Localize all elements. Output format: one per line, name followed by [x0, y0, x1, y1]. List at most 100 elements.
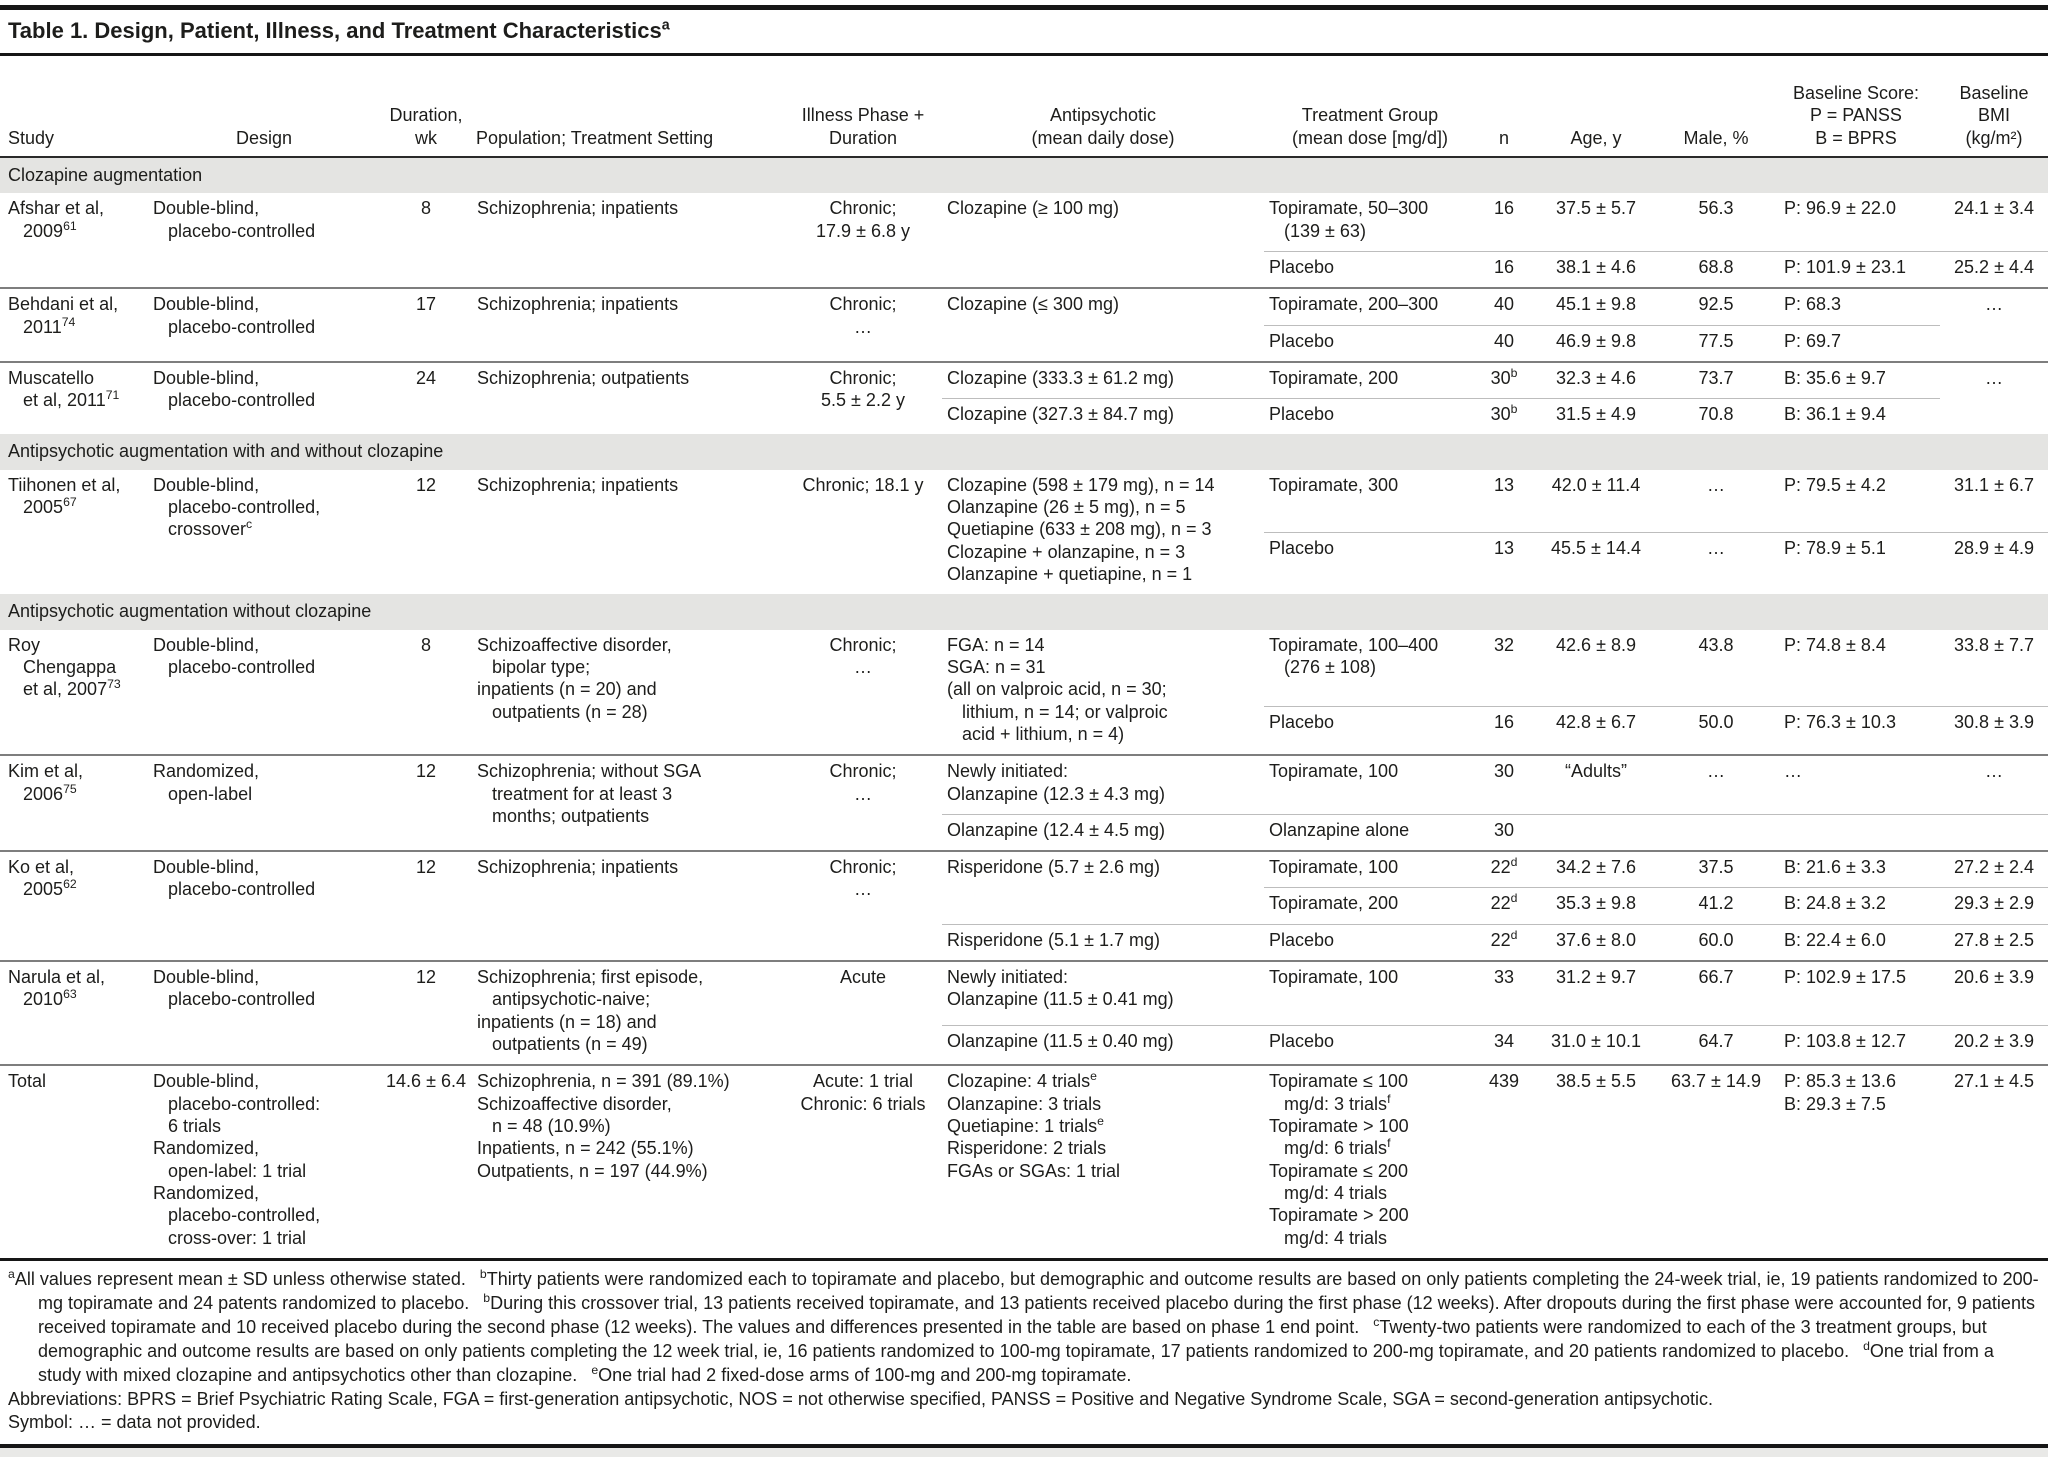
table-title-text: Table 1. Design, Patient, Illness, and T… [8, 18, 662, 43]
abbreviations-note: Abbreviations: BPRS = Brief Psychiatric … [8, 1388, 1714, 1409]
study-arm-row: Placebo 13 45.5 ± 14.4… P: 78.9 ± 5.1 28.9 ±… [0, 531, 2048, 595]
cell-treatment-group: Placebo [1264, 923, 1476, 962]
cell-treatment-group: Topiramate, 100–400 (276 ± 108) [1269, 634, 1439, 677]
cell-duration: 12 [380, 850, 472, 962]
cell-age: 37.5 ± 5.7 [1556, 198, 1636, 219]
cell-study: Narula et al, 201063 [0, 960, 148, 1066]
cell-population: Schizophrenia; inpatients [477, 198, 679, 219]
cell-antipsychotic: Clozapine (≤ 300 mg) [942, 287, 1264, 362]
cell-n: 40 [1476, 287, 1532, 325]
cell-antipsychotic: Olanzapine (12.4 ± 4.5 mg) [942, 813, 1264, 852]
cell-bmi: 25.2 ± 4.4 [1940, 250, 2048, 289]
cell-male: … [1660, 531, 1772, 595]
cell-male: … [1660, 754, 1772, 815]
cell-age: 34.2 ± 7.6 [1532, 850, 1660, 888]
cell-male: 50.0 [1660, 706, 1772, 756]
study-row: Roy Chengappa et al, 200773 Double-blind,… [0, 630, 2048, 744]
cell-treatment-group: Topiramate, 50–300 (139 ± 63) [1269, 198, 1429, 241]
cell-n: 22d [1476, 923, 1532, 962]
section-header: Antipsychotic augmentation without cloza… [0, 594, 2048, 630]
cell-antipsychotic: Newly initiated: Olanzapine (11.5 ± 0.41… [942, 960, 1264, 1026]
section-header-row: Antipsychotic augmentation with and with… [0, 434, 2048, 470]
cell-male: 56.3 [1698, 198, 1734, 219]
footnote-d: dOne trial from a study with mixed cloza… [38, 1338, 1994, 1385]
cell-antipsychotic: Clozapine (327.3 ± 84.7 mg) [942, 398, 1264, 435]
col-header-bmi: Baseline BMI (kg/m²) [1940, 56, 2048, 158]
section-header-row: Clozapine augmentation [0, 156, 2048, 194]
cell-illness: Chronic; … [784, 287, 942, 362]
cell-baseline-score [1772, 813, 1940, 852]
cell-bmi: 29.3 ± 2.9 [1940, 887, 2048, 925]
cell-baseline-score: P: 85.3 ± 13.6 B: 29.3 ± 7.5 [1772, 1064, 1940, 1260]
section-header: Antipsychotic augmentation with and with… [0, 434, 2048, 470]
cell-illness: Chronic; … [829, 634, 897, 677]
footnotes: aAll values represent mean ± SD unless o… [0, 1261, 2048, 1449]
col-header-duration: Duration, wk [380, 56, 472, 158]
cell-treatment-group: Placebo [1264, 1024, 1476, 1066]
cell-design: Double-blind, placebo-controlled [148, 287, 380, 362]
study-arm-row: Clozapine (327.3 ± 84.7 mg) Placebo 30b 31.… [0, 398, 2048, 435]
cell-age: 45.5 ± 14.4 [1532, 531, 1660, 595]
cell-n: 13 [1476, 531, 1532, 595]
col-header-n: n [1476, 56, 1532, 158]
cell-bmi: 28.9 ± 4.9 [1940, 531, 2048, 595]
cell-age: 45.1 ± 9.8 [1532, 287, 1660, 325]
cell-illness: Chronic; … [784, 850, 942, 962]
cell-duration: 8 [420, 634, 431, 655]
cell-treatment-group: Placebo [1264, 531, 1476, 595]
cell-illness: Chronic; 17.9 ± 6.8 y [816, 198, 910, 241]
study-arm-row: Risperidone (5.1 ± 1.7 mg) Placebo 22d 37.6… [0, 923, 2048, 962]
study-arm-row: Placebo 16 38.1 ± 4.6 68.8 P: 101.9 ± 23.1 25… [0, 250, 2048, 289]
cell-bmi: 24.1 ± 3.4 [1954, 198, 2034, 219]
cell-illness: Chronic; … [784, 754, 942, 852]
cell-male: 70.8 [1660, 398, 1772, 435]
study-arm-row: Topiramate, 200 22d 35.3 ± 9.8 41.2 B: 24.8 … [0, 887, 2048, 925]
cell-population: Schizophrenia; outpatients [472, 360, 784, 435]
cell-study: Ko et al, 200562 [0, 850, 148, 962]
cell-n: 32 [1493, 634, 1515, 655]
cell-duration: 8 [420, 198, 431, 219]
cell-age: 42.0 ± 11.4 [1551, 474, 1641, 495]
cell-study: Tiihonen et al, 200567 [8, 474, 121, 518]
study-row: Kim et al, 200675 Randomized, open-label 1… [0, 754, 2048, 852]
cell-n: 30 [1476, 754, 1532, 815]
cell-n: 30b [1476, 398, 1532, 435]
cell-treatment-group: Topiramate, 100 [1264, 850, 1476, 888]
table-title-footnote-marker: a [661, 17, 670, 34]
cell-study: Roy Chengappa et al, 200773 [8, 634, 121, 700]
cell-n: 34 [1476, 1024, 1532, 1066]
study-row: Total Double-blind, placebo-controlled: 6… [0, 1064, 2048, 1260]
cell-illness: Chronic; 18.1 y [802, 474, 924, 495]
cell-bmi: … [1940, 754, 2048, 815]
col-header-baseline-score: Baseline Score: P = PANSS B = BPRS [1772, 56, 1940, 158]
cell-population: Schizophrenia; inpatients [477, 474, 679, 495]
cell-n: 439 [1476, 1064, 1532, 1260]
cell-baseline-score: P: 102.9 ± 17.5 [1772, 960, 1940, 1026]
cell-study: Kim et al, 200675 [0, 754, 148, 852]
cell-baseline-score: … [1772, 754, 1940, 815]
cell-antipsychotic: Risperidone (5.1 ± 1.7 mg) [942, 923, 1264, 962]
cell-antipsychotic: FGA: n = 14 SGA: n = 31 (all on valproic… [947, 634, 1168, 744]
cell-bmi [1940, 813, 2048, 852]
cell-male: 68.8 [1660, 250, 1772, 289]
cell-n: 16 [1493, 198, 1515, 219]
cell-n: 40 [1476, 324, 1532, 362]
cell-age: 32.3 ± 4.6 [1532, 360, 1660, 399]
cell-baseline-score: P: 76.3 ± 10.3 [1772, 706, 1940, 756]
study-arm-row: Placebo 40 46.9 ± 9.8 77.5 P: 69.7 [0, 324, 2048, 362]
cell-male [1660, 813, 1772, 852]
cell-antipsychotic: Olanzapine (11.5 ± 0.40 mg) [942, 1024, 1264, 1066]
cell-bmi: 27.1 ± 4.5 [1940, 1064, 2048, 1260]
cell-treatment-group: Topiramate, 200 [1264, 887, 1476, 925]
cell-age: 42.8 ± 6.7 [1532, 706, 1660, 756]
page-edge-strip [0, 1448, 2048, 1458]
cell-male: … [1707, 474, 1725, 495]
cell-antipsychotic: Clozapine: 4 trialse Olanzapine: 3 trial… [942, 1064, 1264, 1260]
cell-bmi: … [1940, 287, 2048, 362]
cell-treatment-group: Topiramate, 100 [1264, 960, 1476, 1026]
cell-bmi: 20.6 ± 3.9 [1940, 960, 2048, 1026]
cell-treatment-group: Olanzapine alone [1264, 813, 1476, 852]
cell-duration: 12 [380, 960, 472, 1066]
cell-study: Behdani et al, 201174 [0, 287, 148, 362]
col-header-illness: Illness Phase + Duration [784, 56, 942, 158]
